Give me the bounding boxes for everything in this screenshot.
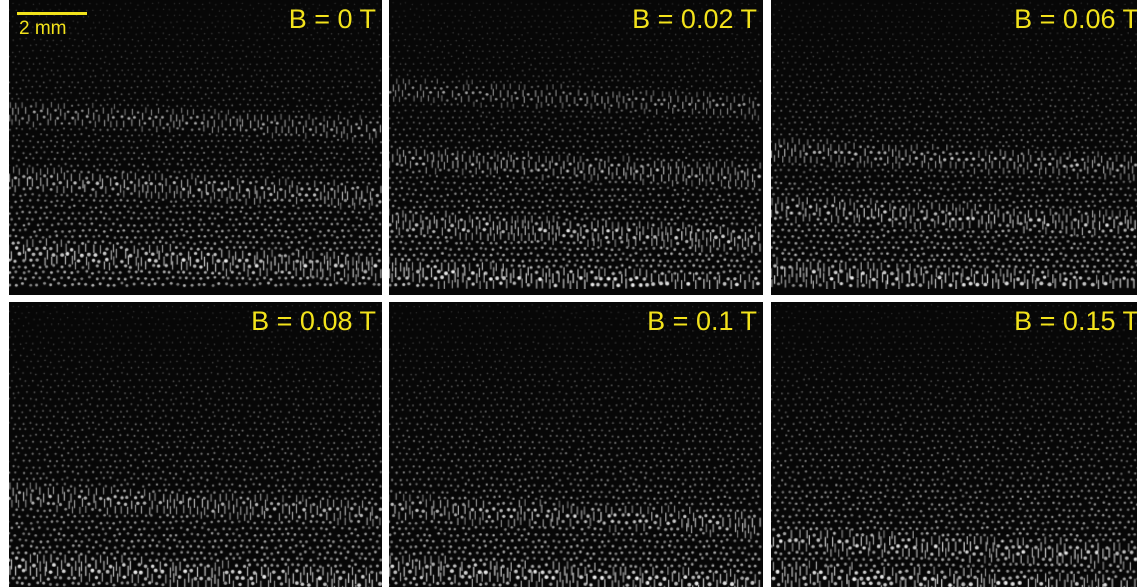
panel-b-0-1: B = 0.1 T bbox=[389, 302, 763, 587]
panel-b-0: 2 mm B = 0 T bbox=[9, 0, 382, 295]
particle-image bbox=[9, 302, 382, 587]
particle-image bbox=[771, 302, 1137, 587]
panel-label: B = 0.15 T bbox=[1014, 306, 1137, 336]
panel-b-0-15: B = 0.15 T bbox=[771, 302, 1137, 587]
panel-label: B = 0.08 T bbox=[251, 306, 376, 336]
panel-b-0-02: B = 0.02 T bbox=[389, 0, 763, 295]
scale-bar bbox=[17, 12, 87, 15]
panel-label: B = 0 T bbox=[288, 4, 376, 34]
particle-image bbox=[771, 0, 1137, 289]
particle-image bbox=[9, 0, 382, 289]
panel-label: B = 0.1 T bbox=[647, 306, 757, 336]
panel-label: B = 0.02 T bbox=[632, 4, 757, 34]
panel-label: B = 0.06 T bbox=[1014, 4, 1137, 34]
particle-image bbox=[389, 302, 762, 587]
particle-image bbox=[389, 0, 762, 289]
panel-b-0-06: B = 0.06 T bbox=[771, 0, 1137, 295]
scale-bar-label: 2 mm bbox=[19, 18, 67, 39]
panel-b-0-08: B = 0.08 T bbox=[9, 302, 382, 587]
